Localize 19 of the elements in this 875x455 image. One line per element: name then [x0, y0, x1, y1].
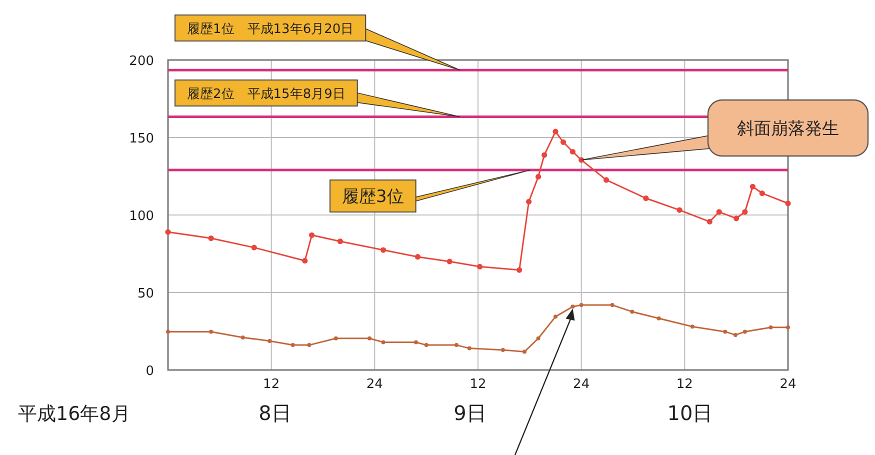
x-tick-label: 12 — [470, 377, 486, 392]
ref-line-label: 履歴1位 平成13年6月20日 — [187, 22, 354, 37]
x-tick-label: 12 — [263, 377, 280, 392]
annotation: 斜面崩落発生 — [737, 119, 839, 139]
y-tick-label: 50 — [137, 286, 154, 302]
text: 平成16年8月 — [18, 403, 130, 425]
text: 8日 — [258, 401, 292, 425]
ref-line-label: 履歴2位 平成15年8月9日 — [187, 87, 346, 102]
y-tick-label: 150 — [129, 132, 154, 146]
y-tick-label: 100 — [129, 209, 154, 224]
y-tick-label: 0 — [146, 364, 154, 379]
text: 9日 — [454, 401, 486, 425]
text: 10日 — [667, 401, 713, 425]
x-tick-label: 24 — [780, 377, 796, 392]
x-tick-label: 12 — [676, 377, 693, 392]
ref-line-label: 履歴3位 — [342, 187, 404, 207]
y-tick-label: 200 — [129, 54, 154, 69]
x-tick-label: 24 — [366, 377, 383, 392]
x-tick-label: 24 — [573, 377, 590, 392]
